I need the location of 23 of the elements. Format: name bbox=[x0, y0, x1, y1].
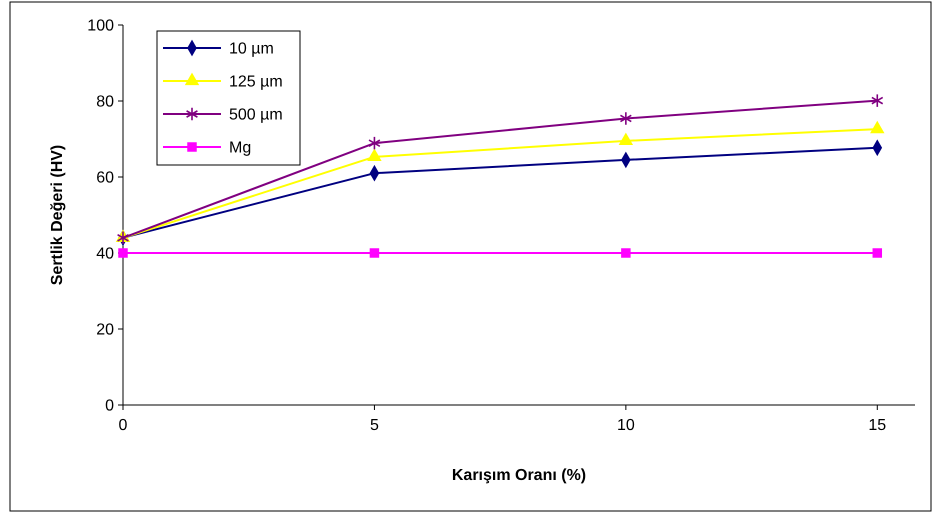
x-tick-label: 5 bbox=[370, 417, 379, 434]
point bbox=[871, 94, 884, 108]
legend-label: 500 µm bbox=[229, 106, 283, 124]
x-tick-label: 15 bbox=[868, 417, 886, 434]
legend-label: 10 µm bbox=[229, 40, 274, 58]
y-tick-label: 20 bbox=[96, 322, 114, 339]
y-tick-label: 100 bbox=[87, 18, 114, 35]
y-axis-title: Sertlik Değeri (HV) bbox=[49, 144, 66, 286]
legend-label: Mg bbox=[229, 140, 252, 157]
point bbox=[370, 248, 380, 258]
point bbox=[118, 248, 128, 258]
y-tick-label: 40 bbox=[96, 246, 114, 263]
x-tick-label: 10 bbox=[616, 417, 635, 434]
legend-label: 125 µm bbox=[229, 74, 283, 91]
x-tick-label: 0 bbox=[118, 417, 128, 434]
point bbox=[620, 111, 632, 126]
y-tick-label: 0 bbox=[105, 398, 114, 415]
x-axis-title: Karışım Oranı (%) bbox=[452, 467, 586, 484]
point bbox=[368, 136, 381, 150]
y-tick-label: 80 bbox=[96, 94, 114, 111]
y-tick-label: 60 bbox=[96, 170, 114, 187]
point bbox=[621, 248, 631, 258]
point bbox=[872, 248, 882, 258]
